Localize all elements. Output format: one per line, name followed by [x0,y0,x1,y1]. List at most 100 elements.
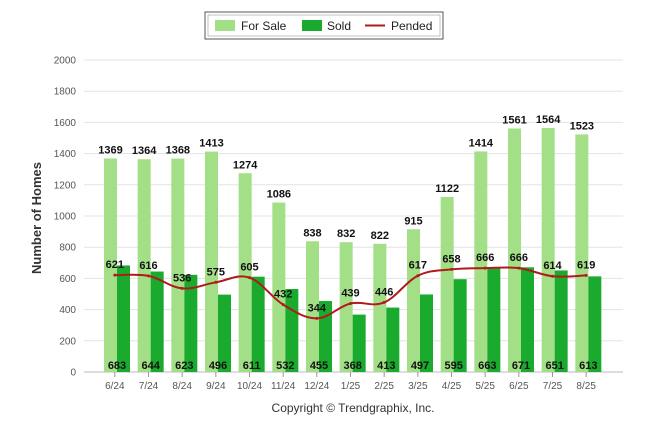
bar-sold [150,271,164,372]
data-label-pended: 432 [274,289,292,301]
bar-for-sale [373,243,387,372]
x-tick-label: 6/24 [105,381,125,392]
point-pended [214,280,218,284]
x-tick-label: 2/25 [374,381,394,392]
bar-sold [285,289,299,372]
x-tick-label: 6/25 [509,381,529,392]
bar-for-sale [171,158,185,372]
data-label-pended: 536 [173,272,191,284]
y-tick-label: 600 [59,274,76,285]
bar-sold [420,294,433,372]
point-pended [450,267,453,271]
y-tick-label: 1200 [54,180,77,191]
data-label-for-sale: 1413 [199,138,223,150]
x-tick-label: 9/24 [206,381,226,392]
bar-sold [319,301,332,372]
data-label-sold: 644 [141,360,160,372]
bar-for-sale [440,196,454,372]
data-label-for-sale: 1364 [132,145,157,157]
data-label-pended: 666 [510,252,528,264]
data-label-sold: 623 [175,360,193,372]
data-label-for-sale: 1564 [536,114,561,126]
bar-sold [117,265,130,372]
legend-label-sold: Sold [327,19,351,33]
data-label-for-sale: 1414 [469,137,494,149]
y-tick-label: 200 [59,336,76,347]
point-pended [517,266,521,270]
bar-for-sale [205,151,218,372]
bar-for-sale [104,158,117,372]
y-tick-label: 2000 [54,56,77,67]
data-label-pended: 575 [207,266,225,278]
legend-label-pended: Pended [391,19,432,33]
bar-for-sale [541,128,555,372]
x-tick-label: 11/24 [271,381,296,392]
bar-sold [487,268,501,372]
point-pended [584,273,588,277]
data-label-for-sale: 1122 [435,183,459,195]
legend-swatch-for-sale [215,20,235,31]
data-label-sold: 663 [478,360,496,372]
data-label-sold: 613 [579,360,597,372]
bar-sold [588,276,602,372]
y-tick-label: 400 [59,305,76,316]
data-label-for-sale: 1086 [267,189,291,201]
bar-sold [554,270,568,372]
x-tick-label: 12/24 [304,381,329,392]
data-label-sold: 651 [545,360,563,372]
x-tick-label: 8/25 [576,381,596,392]
data-label-sold: 455 [310,360,328,372]
data-label-for-sale: 822 [371,230,389,242]
bar-sold [218,294,231,372]
point-pended [281,303,285,307]
point-pended [248,276,251,280]
data-label-pended: 616 [139,260,157,272]
bar-layer [104,128,602,372]
y-tick-label: 1600 [54,118,77,129]
bar-for-sale [508,128,521,372]
bar-sold [521,267,534,372]
y-tick-label: 1000 [54,212,77,223]
bar-sold [386,307,400,372]
y-tick-label: 800 [59,243,76,254]
point-pended [551,274,554,278]
data-label-pended: 439 [341,288,359,300]
data-label-sold: 595 [444,360,462,372]
data-label-sold: 413 [377,360,395,372]
y-axis-label: Number of Homes [29,162,44,274]
data-label-pended: 614 [543,260,562,272]
data-label-pended: 605 [240,262,258,274]
x-tick-label: 10/24 [237,381,262,392]
data-label-sold: 671 [512,360,530,372]
data-label-for-sale: 1561 [502,114,526,126]
data-label-pended: 619 [577,259,595,271]
bar-for-sale [137,159,151,372]
bar-for-sale [306,241,319,372]
x-tick-label: 5/25 [475,381,495,392]
data-label-pended: 658 [442,253,460,265]
legend: For Sale Sold Pended [204,11,444,40]
bar-for-sale [238,173,252,372]
x-tick-label: 8/24 [172,381,192,392]
y-tick-label: 1400 [54,149,77,160]
data-label-for-sale: 838 [303,227,321,239]
bar-for-sale [272,202,286,372]
data-label-pended: 666 [476,252,494,264]
bar-sold [184,274,198,372]
data-label-sold: 611 [243,360,261,372]
data-label-sold: 496 [209,360,227,372]
bar-for-sale [474,151,488,372]
point-pended [483,266,487,270]
point-pended [416,274,420,278]
data-label-for-sale: 1369 [98,144,122,156]
legend-swatch-sold [302,20,322,31]
data-label-pended: 446 [375,286,393,298]
point-pended [382,300,386,304]
y-tick-label: 1800 [54,87,77,98]
data-label-sold: 532 [276,360,294,372]
line-layer [113,266,588,320]
y-tick-label: 0 [70,368,76,379]
legend-label-for-sale: For Sale [241,19,287,33]
legend-inner-border [207,14,441,37]
